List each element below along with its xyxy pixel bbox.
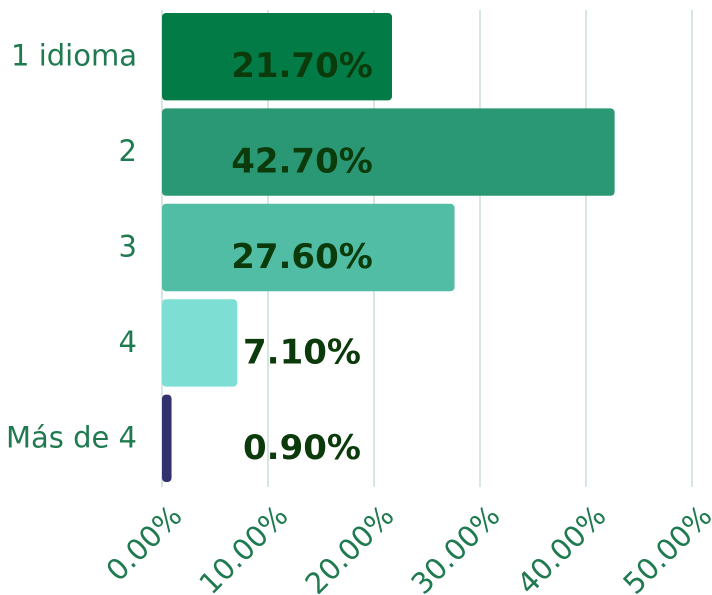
bar: [162, 394, 172, 482]
x-tick-label: 10.00%: [192, 499, 294, 595]
x-tick-label: 20.00%: [298, 499, 400, 595]
data-label: 27.60%: [231, 237, 373, 277]
data-label: 7.10%: [243, 332, 361, 372]
y-tick-label: 1 idioma: [11, 39, 137, 73]
data-label: 0.90%: [243, 428, 361, 468]
x-tick-label: 50.00%: [616, 499, 712, 595]
data-label: 42.70%: [231, 142, 373, 182]
bar: [162, 13, 393, 101]
x-tick-label: 0.00%: [99, 499, 188, 588]
bar: [162, 108, 615, 196]
y-tick-label: 3: [119, 230, 137, 264]
bar: [162, 299, 238, 387]
x-tick-label: 40.00%: [510, 499, 612, 595]
data-label: 21.70%: [231, 46, 373, 86]
y-tick-label: 4: [119, 325, 137, 359]
x-tick-label: 30.00%: [404, 499, 506, 595]
bar: [162, 203, 455, 292]
y-tick-label: Más de 4: [6, 420, 137, 454]
y-tick-label: 2: [119, 134, 137, 168]
